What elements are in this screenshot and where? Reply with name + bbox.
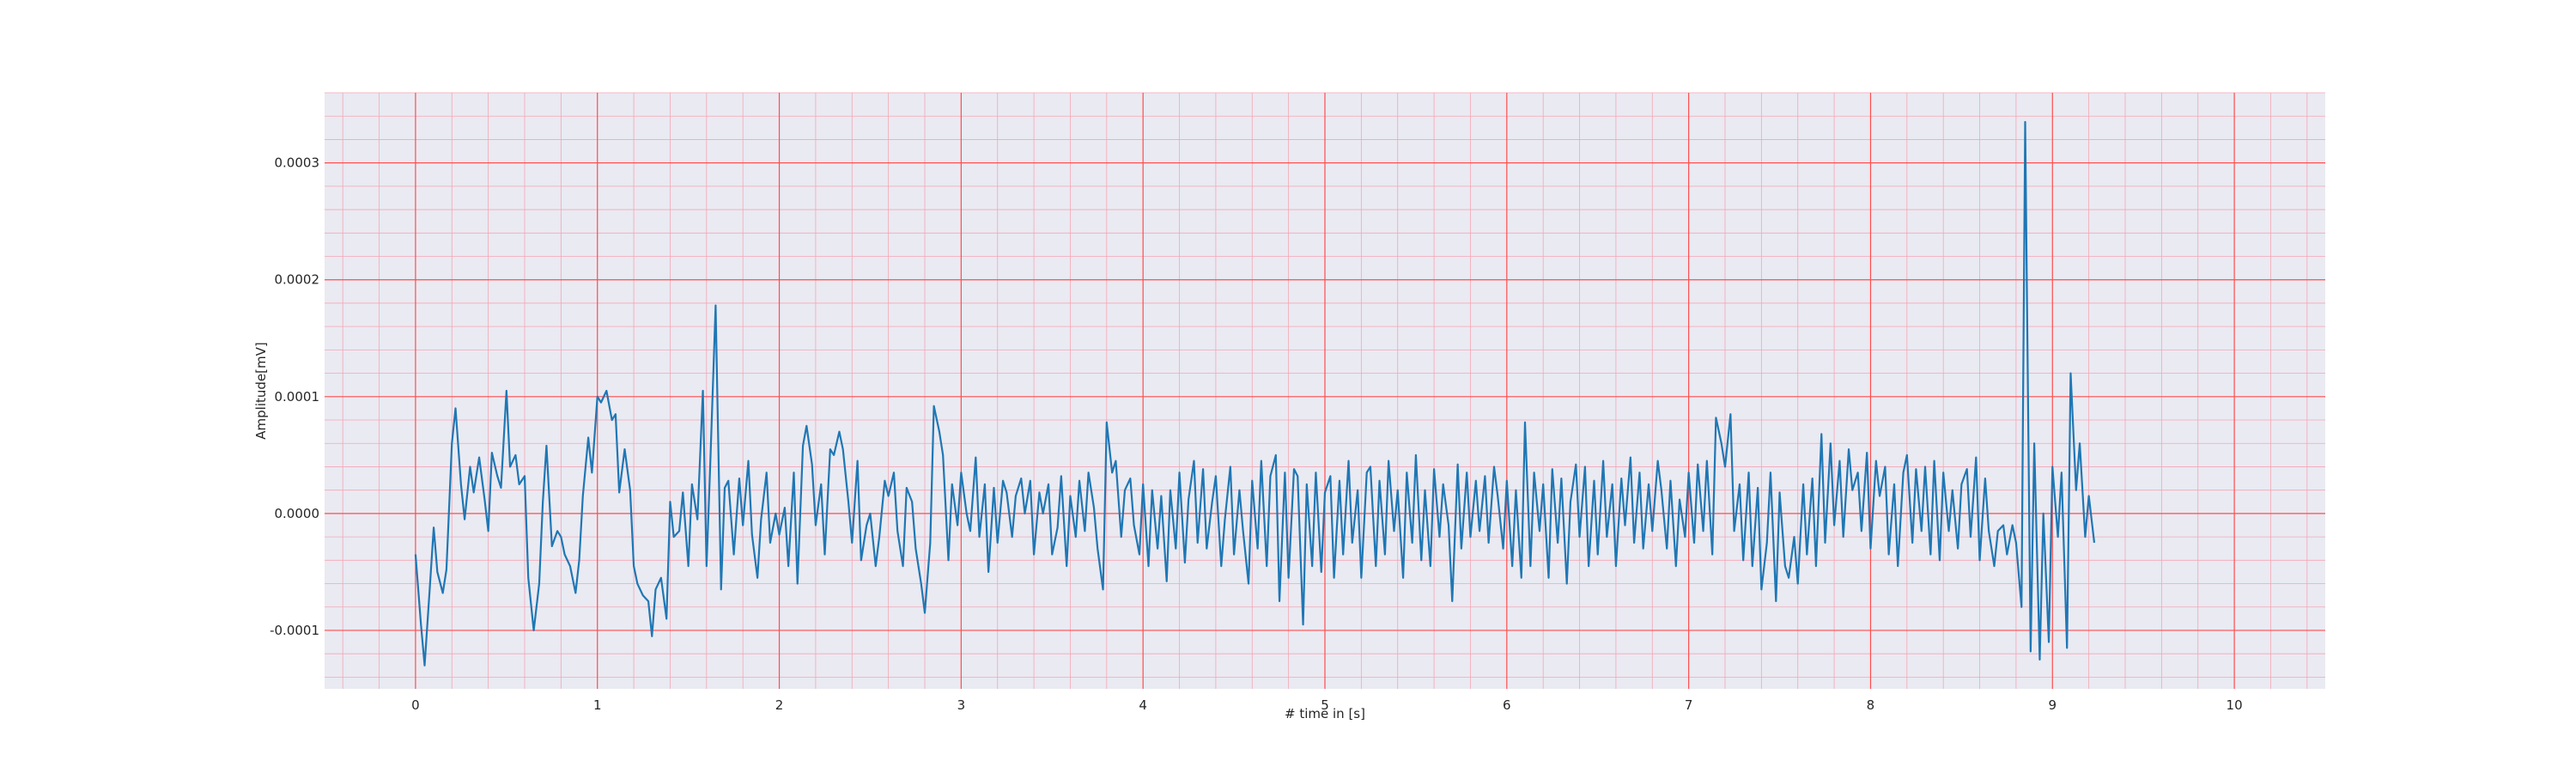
major-grid (325, 93, 2325, 689)
y-tick-label: 0.0000 (275, 506, 320, 521)
x-tick-label: 6 (1503, 697, 1511, 713)
x-tick-label: 9 (2048, 697, 2057, 713)
x-axis-ticks: 0 1 2 3 4 5 6 7 8 9 10 (411, 697, 2243, 713)
y-tick-label: 0.0001 (275, 389, 320, 405)
x-tick-label: 8 (1867, 697, 1875, 713)
x-tick-label: 10 (2227, 697, 2243, 713)
y-tick-label: 0.0003 (275, 155, 320, 171)
y-tick-label: -0.0001 (270, 623, 319, 638)
series-line-signal (414, 120, 2096, 666)
y-axis-ticks: -0.0001 0.0000 0.0001 0.0002 0.0003 (270, 155, 319, 638)
x-tick-label: 1 (593, 697, 602, 713)
y-axis-label: Amplitude[mV] (253, 342, 269, 439)
x-tick-label: 5 (1321, 697, 1329, 713)
x-axis-label: # time in [s] (1285, 706, 1365, 721)
x-tick-label: 7 (1685, 697, 1693, 713)
x-tick-label: 2 (775, 697, 784, 713)
x-tick-label: 0 (411, 697, 420, 713)
x-tick-label: 3 (957, 697, 966, 713)
x-tick-label: 4 (1139, 697, 1147, 713)
y-tick-label: 0.0002 (275, 272, 320, 288)
series-layer (414, 120, 2096, 666)
